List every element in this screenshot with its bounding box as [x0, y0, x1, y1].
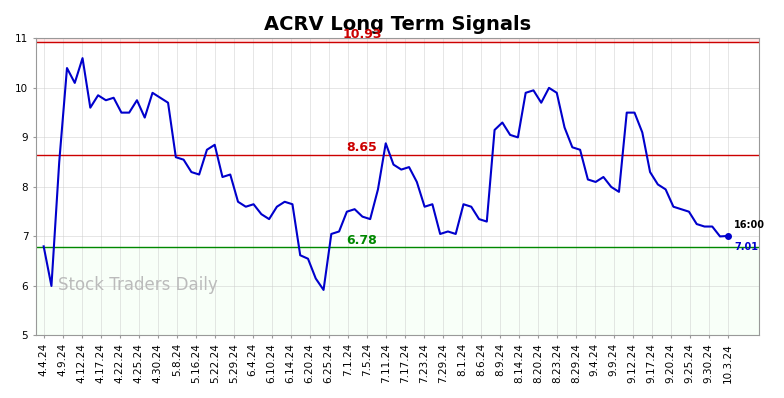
Text: Stock Traders Daily: Stock Traders Daily [57, 276, 217, 294]
Text: 7.01: 7.01 [734, 242, 758, 252]
Bar [36, 38, 759, 42]
Bar [36, 247, 759, 336]
Text: 16:00: 16:00 [734, 220, 765, 230]
Text: 8.65: 8.65 [347, 141, 377, 154]
Text: 6.78: 6.78 [347, 234, 377, 247]
Text: 10.93: 10.93 [342, 28, 382, 41]
Title: ACRV Long Term Signals: ACRV Long Term Signals [264, 15, 531, 34]
